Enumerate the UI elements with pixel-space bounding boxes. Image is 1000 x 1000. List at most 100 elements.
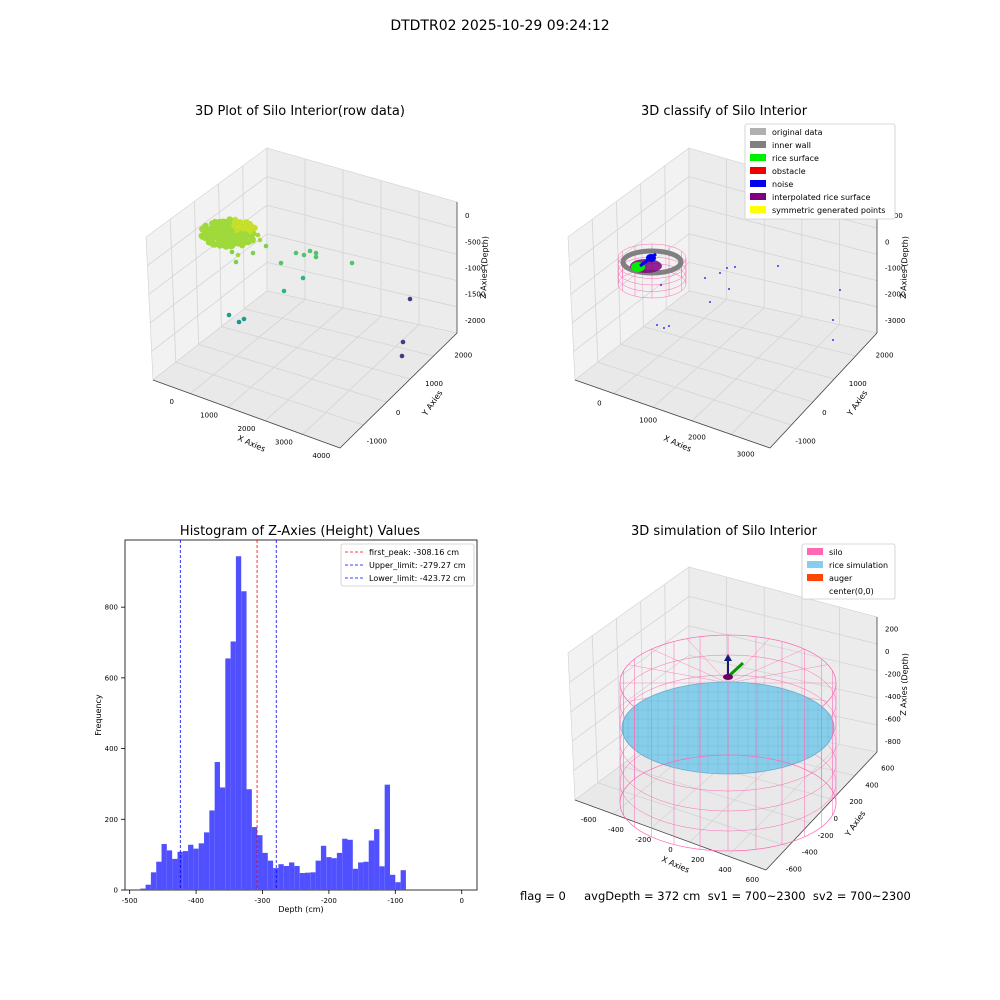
p4-grid: [597, 782, 789, 847]
p2-noise-point: [832, 319, 834, 321]
p1-point: [255, 232, 261, 238]
p2-grid: [666, 308, 856, 357]
p2-noise-point: [734, 266, 736, 268]
p2-grid: [688, 233, 878, 281]
panel4-title: 3D simulation of Silo Interior: [631, 524, 817, 539]
p4-legend-label: center(0,0): [829, 587, 874, 596]
p2-legend-swatch: [750, 180, 766, 187]
p4-y-tick-label: 600: [881, 764, 894, 772]
p2-grid: [691, 315, 803, 422]
p3-bar: [246, 789, 252, 890]
p3-bar: [299, 873, 305, 890]
p2-grid: [652, 307, 765, 408]
p1-point: [234, 219, 241, 227]
p3-bar: [145, 884, 151, 890]
p4-grid: [571, 654, 690, 742]
p1-grid: [266, 176, 458, 229]
p1-y-tick-label: 1000: [425, 380, 443, 388]
p3-y-tick-label: 800: [105, 604, 118, 612]
p2-y-tick-label: 0: [822, 409, 826, 417]
p4-grid: [688, 654, 878, 699]
p1-grid: [266, 204, 458, 255]
p2-legend-swatch: [750, 128, 766, 135]
p4-auger-green: [728, 661, 745, 677]
p3-bar: [156, 861, 162, 890]
p3-y-tick-label: 600: [105, 674, 118, 682]
panel1-title: 3D Plot of Silo Interior(row data): [195, 104, 405, 119]
p3-bar: [219, 787, 226, 890]
p1-point: [216, 242, 224, 249]
p1-x-axis-line: [152, 379, 341, 449]
p1-point: [247, 227, 254, 234]
p2-grid: [570, 204, 690, 295]
p3-x-tick-label: 0: [459, 897, 463, 905]
p3-x-axis-label: Depth (cm): [278, 905, 323, 914]
p3-y-tick-label: 0: [114, 887, 118, 895]
p1-point: [248, 234, 255, 241]
p4-silo-spoke: [628, 664, 729, 684]
p3-bar: [161, 844, 167, 890]
p1-z-tick-label: -2000: [465, 317, 485, 325]
p4-y-tick-label: 400: [865, 781, 878, 789]
p2-noise-point: [832, 339, 834, 341]
p2-z-axis-label: Z Axies (Depth): [899, 236, 910, 299]
p4-legend-label: rice simulation: [829, 561, 888, 570]
p4-y-tick-label: 0: [834, 815, 838, 823]
p2-noise-point: [660, 284, 662, 286]
p1-point: [313, 250, 319, 256]
p3-bar: [140, 888, 146, 890]
p4-z-tick-label: -200: [885, 670, 901, 678]
p2-z-tick-label: 0: [885, 238, 889, 246]
p2-z-tick-label: -1000: [885, 265, 905, 273]
p4-y-tick-label: -600: [786, 866, 802, 874]
p1-grid: [218, 183, 222, 327]
p2-noise-point: [668, 325, 670, 327]
p3-x-tick-label: -200: [321, 897, 337, 905]
p3-bar: [262, 852, 268, 890]
p4-x-tick-label: 600: [746, 876, 759, 884]
p4-legend-label: auger: [829, 574, 853, 583]
p2-noise-point: [704, 277, 706, 279]
p2-inner-wall-points: [620, 248, 684, 276]
p3-bar: [198, 843, 205, 890]
p4-grid: [688, 596, 878, 645]
p2-grid: [573, 262, 690, 352]
p2-grid: [688, 204, 878, 255]
p1-point: [228, 227, 235, 235]
p3-y-tick-label: 200: [105, 816, 118, 824]
p3-bar: [283, 865, 290, 890]
p4-x-tick-label: -200: [635, 836, 651, 844]
p3-bar: [315, 860, 321, 890]
p2-legend-label: original data: [772, 128, 823, 137]
p1-grid: [264, 315, 382, 422]
p1-x-tick-label: 0: [169, 398, 173, 406]
p3-bar: [326, 857, 332, 890]
p1-point: [399, 353, 405, 359]
p2-legend-label: obstacle: [772, 167, 806, 176]
p1-point: [300, 275, 306, 281]
p2-legend-swatch: [750, 167, 766, 174]
p3-bar: [379, 866, 385, 890]
p1-grid: [227, 307, 344, 408]
p4-grid: [620, 765, 811, 824]
p1-grid: [266, 262, 458, 308]
p1-point: [313, 254, 319, 260]
p3-x-tick-label: -400: [188, 897, 204, 905]
p3-bar: [294, 865, 300, 890]
p4-z-tick-label: 0: [885, 648, 889, 656]
p2-legend-swatch: [750, 193, 766, 200]
p1-point: [214, 227, 221, 234]
p3-x-tick-label: -500: [122, 897, 138, 905]
p2-grid: [597, 361, 792, 426]
p2-x-tick-label: 1000: [639, 417, 657, 425]
p1-grid: [198, 344, 387, 403]
p1-point: [201, 233, 208, 241]
p1-grid: [175, 361, 364, 426]
p1-point: [226, 216, 233, 223]
p4-center-marker: [723, 674, 733, 680]
p1-point: [293, 250, 299, 256]
p3-bar: [188, 844, 194, 890]
p1-y-axis-line: [339, 332, 458, 449]
p4-legend-swatch: [807, 561, 823, 568]
